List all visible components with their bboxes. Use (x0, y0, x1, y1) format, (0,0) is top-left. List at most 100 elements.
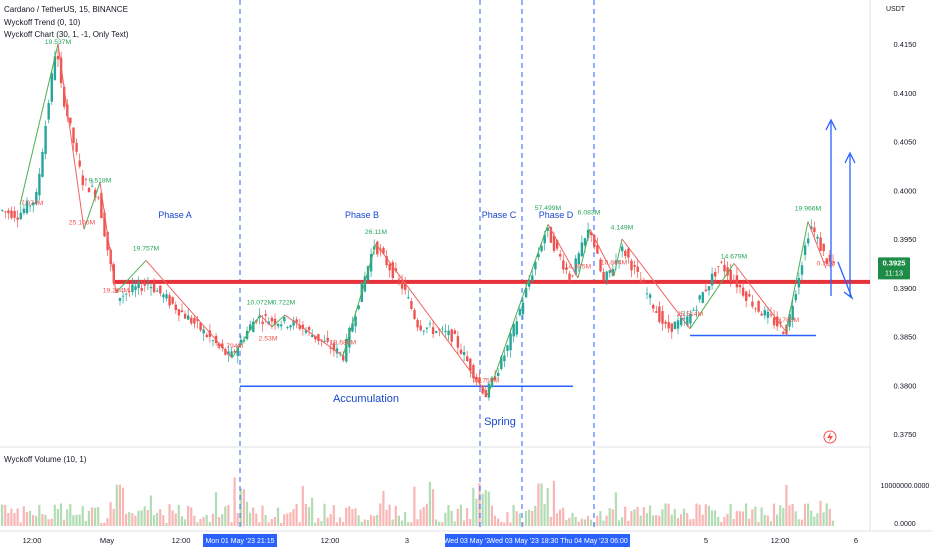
volume-bar (497, 518, 500, 526)
candle-body (180, 310, 184, 312)
candle-body (38, 173, 41, 196)
candle-body (652, 304, 655, 309)
volume-bar (363, 519, 366, 526)
volume-bar (453, 521, 456, 526)
volume-bar (596, 515, 599, 526)
volume-bar (53, 504, 56, 526)
volume-bar (357, 515, 360, 526)
candle-body (13, 211, 16, 218)
volume-bar (633, 509, 636, 526)
volume-bar (763, 514, 766, 526)
volume-bar (751, 509, 754, 526)
volume-bar (738, 511, 741, 526)
volume-bar (47, 519, 50, 526)
volume-bar (645, 513, 648, 526)
zigzag-segment (689, 263, 735, 329)
candle-body (335, 348, 339, 354)
volume-bar (242, 489, 245, 526)
volume-bar (431, 489, 435, 526)
candle-body (788, 314, 791, 327)
volume-bar (69, 503, 72, 526)
volume-bar (524, 510, 528, 526)
volume-bar (540, 483, 543, 526)
volume-bar (487, 491, 490, 526)
candle-body (196, 318, 199, 321)
volume-bar (348, 506, 351, 526)
candle-body (810, 226, 813, 230)
candle-body (453, 330, 456, 334)
volume-bar (125, 513, 128, 526)
volume-bar (404, 512, 407, 526)
volume-bar (648, 505, 652, 526)
candle-body (506, 345, 509, 351)
volume-bar (546, 488, 549, 526)
candle-body (10, 210, 13, 218)
zigzag-volume-label: 10.072M (247, 299, 274, 306)
volume-bar (701, 514, 704, 526)
volume-bar (168, 504, 171, 526)
volume-bar (621, 517, 624, 526)
candle-body (447, 330, 450, 336)
volume-bar (400, 520, 404, 526)
volume-bar (202, 517, 205, 526)
volume-bar (642, 507, 645, 526)
candle-body (373, 246, 376, 250)
volume-bar (435, 519, 438, 526)
volume-bar (779, 505, 782, 526)
volume-bar (320, 521, 323, 526)
indicator-chart-label[interactable]: Wyckoff Chart (30, 1, -1, Only Text) (4, 30, 129, 39)
candle-body (84, 179, 88, 181)
symbol-title[interactable]: Cardano / TetherUS, 15, BINANCE (4, 5, 128, 14)
volume-bar (782, 507, 785, 526)
volume-bar (314, 522, 317, 526)
zigzag-segment (284, 314, 344, 357)
candle-body (435, 331, 438, 333)
current-price-label: 0.3925 (883, 258, 906, 267)
zigzag-volume-label: 9.518M (89, 177, 112, 184)
volume-indicator-label[interactable]: Wyckoff Volume (10, 1) (4, 455, 87, 464)
indicator-trend-label[interactable]: Wyckoff Trend (0, 10) (4, 18, 81, 27)
time-tick-label: 12:00 (23, 536, 42, 545)
volume-bar (224, 506, 227, 526)
volume-bar (710, 510, 714, 526)
zigzag-volume-label: 14.679M (721, 254, 748, 261)
volume-bar (416, 519, 419, 526)
candle-body (242, 340, 246, 342)
zigzag-segment (145, 260, 233, 359)
volume-bar (211, 513, 214, 526)
volume-bar (183, 519, 187, 526)
time-highlight-label: Mon 01 May '23 21:15 (205, 538, 274, 545)
candle-body (416, 320, 419, 328)
candle-body (233, 351, 236, 353)
candle-body (766, 311, 770, 318)
volume-bar (38, 504, 41, 526)
candle-body (791, 305, 794, 321)
candle-body (456, 336, 460, 348)
volume-bar (531, 510, 534, 526)
candle-body (701, 292, 704, 303)
volume-bar (636, 506, 639, 526)
candle-body (537, 253, 540, 258)
zigzag-segment (271, 314, 286, 328)
volume-bar (574, 516, 577, 526)
price-tick-label: 0.3850 (894, 333, 917, 342)
candle-body (338, 352, 342, 354)
zigzag-volume-label: 0.71M (817, 260, 836, 267)
candle-body (211, 340, 215, 342)
candle-body (500, 356, 503, 370)
candle-body (314, 335, 317, 340)
volume-bar (500, 521, 503, 526)
candle-body (369, 253, 373, 272)
candle-body (44, 125, 47, 155)
volume-bar (317, 518, 320, 526)
candle-body (97, 197, 100, 199)
candle-body (596, 245, 599, 254)
volume-bar (109, 502, 112, 526)
lightning-bolt (827, 432, 833, 442)
volume-bar (810, 510, 813, 526)
volume-bar (162, 515, 165, 526)
phase-label: Phase A (158, 210, 192, 220)
volume-bar (177, 504, 180, 526)
price-tick-label: 0.4150 (894, 40, 917, 49)
